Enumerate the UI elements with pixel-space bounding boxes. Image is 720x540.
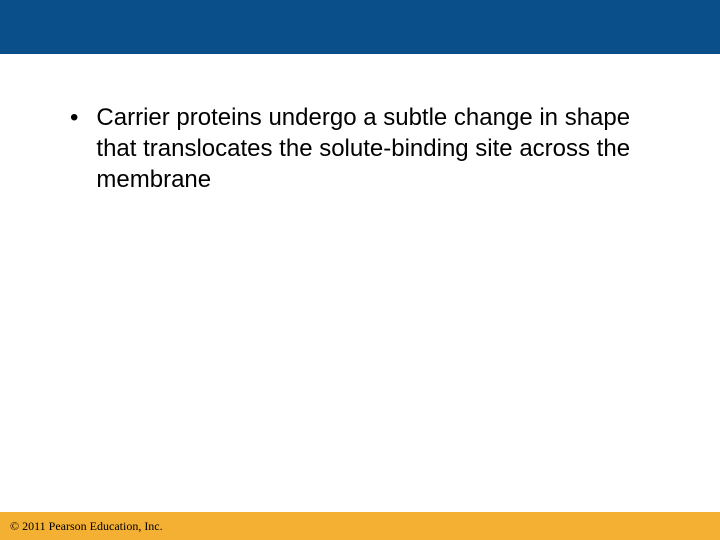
- footer-bar: © 2011 Pearson Education, Inc.: [0, 512, 720, 540]
- bullet-text: Carrier proteins undergo a subtle change…: [96, 102, 660, 196]
- bullet-item: • Carrier proteins undergo a subtle chan…: [60, 102, 660, 196]
- content-area: • Carrier proteins undergo a subtle chan…: [0, 54, 720, 196]
- bullet-marker: •: [70, 102, 78, 133]
- copyright-text: © 2011 Pearson Education, Inc.: [10, 519, 163, 534]
- header-bar: [0, 0, 720, 54]
